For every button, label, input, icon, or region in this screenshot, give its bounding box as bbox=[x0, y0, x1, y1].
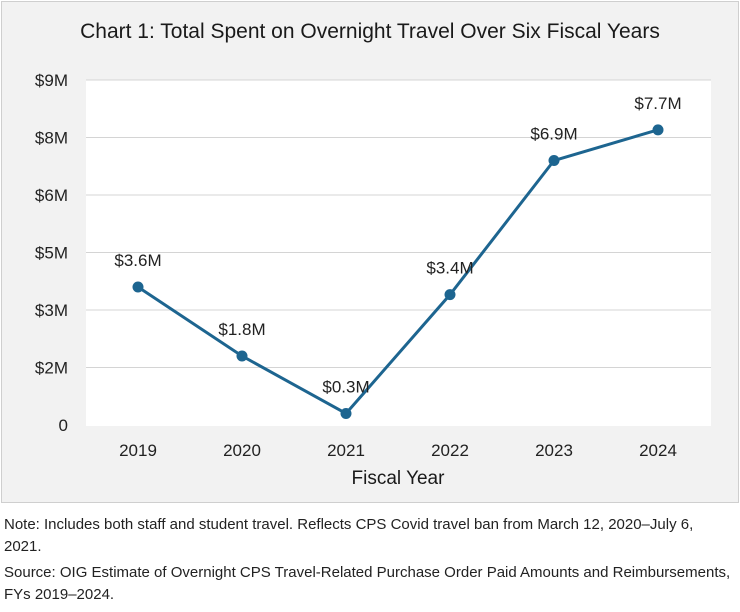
data-labels: $3.6M $1.8M $0.3M $3.4M $6.9M $7.7M bbox=[114, 94, 681, 397]
x-tick-label: 2023 bbox=[535, 441, 573, 460]
x-tick-label: 2024 bbox=[639, 441, 677, 460]
y-tick-label: $9M bbox=[35, 71, 68, 90]
chart-title: Chart 1: Total Spent on Overnight Travel… bbox=[80, 20, 660, 43]
data-label: $3.6M bbox=[114, 251, 161, 270]
data-label: $0.3M bbox=[322, 378, 369, 397]
y-tick-label: 0 bbox=[59, 416, 68, 435]
data-point bbox=[132, 281, 144, 293]
x-tick-label: 2022 bbox=[431, 441, 469, 460]
line-chart: 0 $2M $3M $5M $6M $8M $9M 2019 2020 2021 2022 2023… bbox=[35, 71, 711, 489]
data-label: $6.9M bbox=[530, 125, 577, 144]
data-label: $3.4M bbox=[426, 259, 473, 278]
data-points bbox=[132, 124, 664, 419]
x-tick-label: 2021 bbox=[327, 441, 365, 460]
gridlines bbox=[86, 79, 711, 368]
x-axis-label: Fiscal Year bbox=[352, 468, 446, 489]
data-point bbox=[548, 155, 560, 166]
data-point bbox=[236, 350, 248, 362]
y-axis-ticks: 0 $2M $3M $5M $6M $8M $9M bbox=[35, 71, 68, 435]
data-point bbox=[444, 289, 456, 301]
x-tick-label: 2019 bbox=[119, 441, 157, 460]
data-point bbox=[340, 408, 352, 419]
x-tick-label: 2020 bbox=[223, 441, 261, 460]
series-line bbox=[137, 128, 659, 416]
y-tick-label: $8M bbox=[35, 129, 68, 148]
data-label: $7.7M bbox=[634, 94, 681, 113]
y-tick-label: $3M bbox=[35, 301, 68, 320]
data-point bbox=[652, 124, 664, 136]
data-label: $1.8M bbox=[218, 320, 265, 339]
note-text: Note: Includes both staff and student tr… bbox=[4, 516, 694, 555]
y-tick-label: $5M bbox=[35, 244, 68, 263]
source-text: Source: OIG Estimate of Overnight CPS Tr… bbox=[4, 564, 731, 603]
y-tick-label: $2M bbox=[35, 359, 68, 378]
y-tick-label: $6M bbox=[35, 186, 68, 205]
x-axis-ticks: 2019 2020 2021 2022 2023 2024 bbox=[119, 441, 677, 460]
notes-section: Note: Includes both staff and student tr… bbox=[4, 514, 734, 610]
